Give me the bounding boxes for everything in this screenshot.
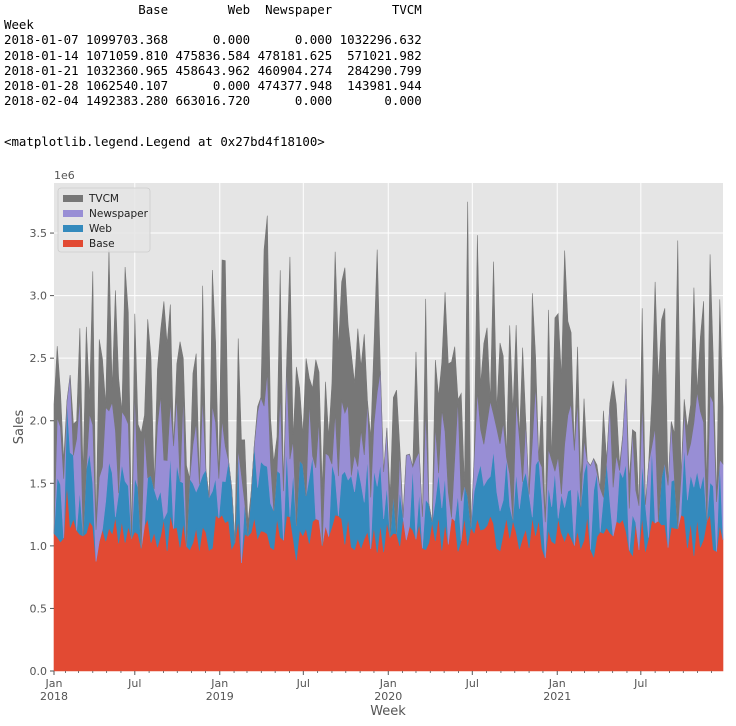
y-tick-label: 0.0 (30, 665, 48, 678)
dataframe-column-header: Base (138, 2, 169, 17)
legend-label: Base (89, 238, 115, 250)
legend-label: TVCM (88, 193, 119, 205)
y-scale-label: 1e6 (54, 169, 75, 182)
dataframe-cell: 571021.982 (347, 47, 422, 63)
x-tick-label: Jul (296, 677, 310, 690)
dataframe-cell: 458643.962 (175, 62, 251, 78)
dataframe-row: 2018-02-04 1492383.280 663016.720 0.000 0.00… (4, 93, 422, 108)
dataframe-cell: 143981.944 (347, 77, 422, 93)
legend-swatch-newspaper (63, 210, 83, 217)
dataframe-cell: 284290.799 (347, 62, 422, 78)
dataframe-row: 2018-01-07 1099703.368 0.000 0.000 1032296.6… (4, 32, 422, 47)
dataframe-header: Base Web Newspaper TVCM (4, 2, 422, 17)
dataframe-cell: 0.000 (212, 32, 251, 48)
x-tick-label: Jul (127, 677, 141, 690)
dataframe-cell: 663016.720 (175, 93, 251, 109)
dataframe-column-header: Newspaper (265, 2, 333, 17)
dataframe-cell: 0.000 (294, 93, 333, 109)
y-tick-label: 0.5 (30, 602, 48, 615)
legend-label: Newspaper (89, 208, 149, 220)
legend-swatch-tvcm (63, 195, 83, 202)
legend-repr-output: <matplotlib.legend.Legend at 0x27bd4f181… (4, 134, 325, 149)
x-tick-year-label: 2018 (40, 690, 68, 703)
dataframe-row: 2018-01-14 1071059.810 475836.584 478181.62… (4, 48, 422, 63)
dataframe-column-header: TVCM (391, 2, 422, 17)
x-tick-year-label: 2021 (543, 690, 571, 703)
legend-label: Web (89, 223, 112, 235)
y-tick-label: 3.0 (30, 290, 48, 303)
legend-box (57, 187, 151, 253)
y-tick-label: 1.0 (30, 540, 48, 553)
dataframe-index-cell: 2018-01-14 (4, 47, 79, 63)
dataframe-cell: 475836.584 (175, 47, 251, 63)
x-tick-label: Jan (379, 677, 397, 690)
x-tick-year-label: 2020 (374, 690, 402, 703)
dataframe-output: Base Web Newspaper TVCM Week 2018-01-07 109970… (4, 2, 422, 108)
x-tick-label: Jan (45, 677, 63, 690)
y-tick-label: 1.5 (30, 477, 48, 490)
dataframe-index-cell: 2018-01-21 (4, 62, 79, 78)
x-tick-label: Jan (548, 677, 566, 690)
legend: TVCM Newspaper Web Base (57, 187, 151, 253)
dataframe-cell: 1062540.107 (86, 77, 169, 93)
x-tick-label: Jan (210, 677, 228, 690)
dataframe-row: 2018-01-28 1062540.107 0.000 474377.948 1439… (4, 78, 422, 93)
dataframe-index-name: Week (4, 17, 34, 33)
x-tick-year-label: 2019 (206, 690, 234, 703)
y-tick-label: 3.5 (30, 227, 48, 240)
legend-swatch-web (63, 225, 83, 232)
dataframe-cell: 0.000 (384, 93, 422, 109)
dataframe-cell: 474377.948 (257, 77, 333, 93)
area-series-tvcm (53, 201, 724, 549)
dataframe-cell: 0.000 (212, 77, 251, 93)
y-axis-label: Sales (12, 409, 27, 444)
dataframe-index-cell: 2018-01-28 (4, 77, 79, 93)
dataframe-index-cell: 2018-01-07 (4, 32, 79, 48)
x-tick-label: Jul (465, 677, 479, 690)
y-tick-label: 2.5 (30, 352, 48, 365)
y-axis: 0.0 0.5 1.0 1.5 2.0 2.5 3.0 3.5 (30, 227, 54, 678)
dataframe-cell: 0.000 (294, 32, 333, 48)
x-tick-label: Jul (633, 677, 647, 690)
dataframe-cell: 1099703.368 (86, 32, 169, 48)
dataframe-cell: 460904.274 (257, 62, 333, 78)
dataframe-cell: 478181.625 (257, 47, 333, 63)
x-axis-label: Week (370, 704, 406, 719)
dataframe-cell: 1071059.810 (86, 47, 169, 63)
dataframe-column-header: Web (227, 2, 251, 17)
dataframe-index-cell: 2018-02-04 (4, 93, 79, 109)
legend-swatch-base (63, 240, 83, 247)
dataframe-cell: 1492383.280 (86, 93, 169, 109)
dataframe-cell: 1032360.965 (86, 62, 169, 78)
dataframe-cell: 1032296.632 (339, 32, 422, 48)
y-tick-label: 2.0 (30, 415, 48, 428)
dataframe-row: 2018-01-21 1032360.965 458643.962 460904.27… (4, 63, 422, 78)
